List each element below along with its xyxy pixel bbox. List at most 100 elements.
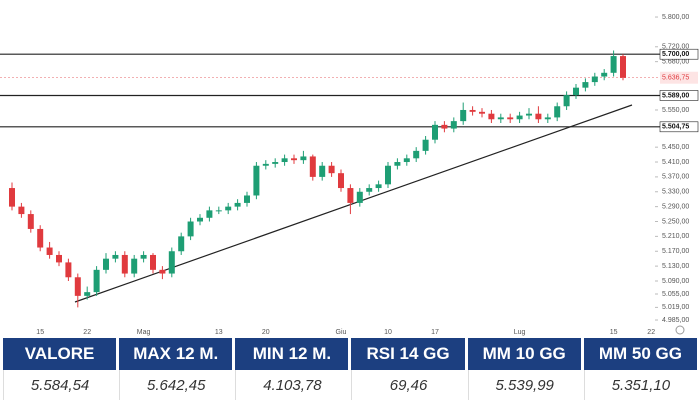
table-value: 5.642,45	[119, 370, 232, 400]
candle-body	[601, 72, 608, 77]
candle-body	[300, 156, 307, 161]
candle-body	[385, 165, 391, 185]
y-tick-label: 5.370,00	[662, 174, 689, 181]
candle-body	[375, 184, 382, 189]
candle-body	[140, 254, 147, 259]
candle-body	[112, 254, 119, 259]
candle-body	[159, 269, 166, 274]
candle-body	[9, 188, 15, 207]
y-tick-label: 5.019,00	[662, 304, 689, 311]
table-header: MAX 12 M.	[119, 338, 233, 370]
y-tick-label: 5.550,00	[662, 107, 689, 114]
table-header: RSI 14 GG	[351, 338, 465, 370]
candle-body	[432, 124, 438, 140]
candle-body	[319, 165, 326, 177]
y-tick-label: 5.410,00	[662, 159, 689, 166]
candle-body	[488, 113, 495, 120]
candle-body	[272, 162, 279, 164]
candle-body	[526, 113, 532, 116]
y-tick-label: 5.800,00	[662, 14, 689, 21]
candle-body	[460, 109, 467, 122]
candle-body	[37, 228, 44, 248]
y-tick-label: 5.720,00	[662, 44, 689, 51]
candle-body	[356, 191, 363, 203]
candle-body	[234, 202, 241, 207]
candle-body	[554, 106, 561, 118]
candle-body	[74, 277, 81, 296]
candle-body	[197, 217, 203, 222]
candle-body	[84, 292, 91, 296]
y-tick-label: 5.330,00	[662, 189, 689, 196]
y-tick-label: 5.450,00	[662, 144, 689, 151]
last-price-label: 5.636,75	[662, 75, 689, 82]
candle-body	[65, 262, 72, 278]
candle-body	[591, 76, 598, 83]
candle-body	[291, 158, 297, 161]
candle-body	[610, 56, 617, 73]
candle-body	[93, 269, 100, 293]
candle-body	[103, 258, 109, 270]
y-tick-label: 5.210,00	[662, 233, 689, 240]
x-tick-label: 22	[83, 329, 91, 336]
candle-body	[328, 165, 335, 174]
candle-body	[535, 113, 542, 120]
table-value: 5.584,54	[3, 370, 116, 400]
candle-body	[187, 221, 194, 237]
level-tag	[659, 48, 699, 60]
candle-body	[27, 214, 34, 229]
x-tick-label: 22	[647, 329, 655, 336]
y-tick-label: 5.680,00	[662, 58, 689, 65]
y-tick-label: 5.090,00	[662, 278, 689, 285]
candle-body	[309, 156, 316, 177]
candle-body	[168, 251, 175, 274]
candle-body	[403, 158, 410, 163]
candle-body	[46, 247, 53, 255]
candle-body	[497, 117, 504, 120]
candle-body	[582, 82, 589, 88]
table-header: MIN 12 M.	[235, 338, 349, 370]
value-row: 5.584,54 5.642,45 4.103,78 69,46 5.539,99 5.3…	[3, 370, 697, 400]
settings-icon[interactable]	[675, 325, 685, 335]
x-tick-label: 15	[36, 329, 44, 336]
candle-body	[620, 56, 626, 78]
candle-body	[131, 258, 138, 274]
candle-body	[150, 254, 156, 270]
x-tick-label: Lug	[514, 329, 526, 336]
last-price-tag	[660, 71, 698, 84]
table-value: 4.103,78	[235, 370, 348, 400]
candle-body	[516, 115, 523, 120]
candle-body	[573, 87, 579, 96]
candle-body	[262, 163, 269, 166]
candle-body	[469, 109, 476, 112]
candle-body	[544, 117, 551, 120]
table-header: MM 50 GG	[583, 338, 697, 370]
candle-body	[56, 254, 62, 263]
x-tick-label: Giu	[336, 329, 347, 336]
candle-body	[215, 210, 222, 212]
candle-body	[366, 188, 373, 192]
candle-body	[244, 195, 250, 203]
candle-body	[422, 139, 429, 151]
x-tick-label: 10	[384, 329, 392, 336]
candle-body	[394, 162, 401, 166]
candle-body	[479, 111, 485, 114]
table-value: 5.351,10	[583, 370, 697, 400]
candle-body	[18, 206, 25, 215]
candle-body	[225, 206, 232, 211]
candle-body	[450, 121, 457, 129]
table-header: MM 10 GG	[467, 338, 581, 370]
table-header: VALORE	[3, 338, 117, 370]
x-tick-label: 17	[431, 329, 439, 336]
y-tick-label: 4.985,00	[662, 317, 689, 324]
candle-body	[347, 188, 354, 203]
candle-body	[121, 254, 128, 274]
x-tick-label: Mag	[137, 329, 151, 336]
candle-body	[281, 158, 288, 163]
x-tick-label: 13	[215, 329, 223, 336]
table-value: 5.539,99	[467, 370, 581, 400]
level-label: 5.700,00	[662, 51, 689, 58]
level-tag	[659, 90, 699, 101]
candle-body	[441, 124, 448, 129]
level-label: 5.589,00	[662, 92, 689, 99]
